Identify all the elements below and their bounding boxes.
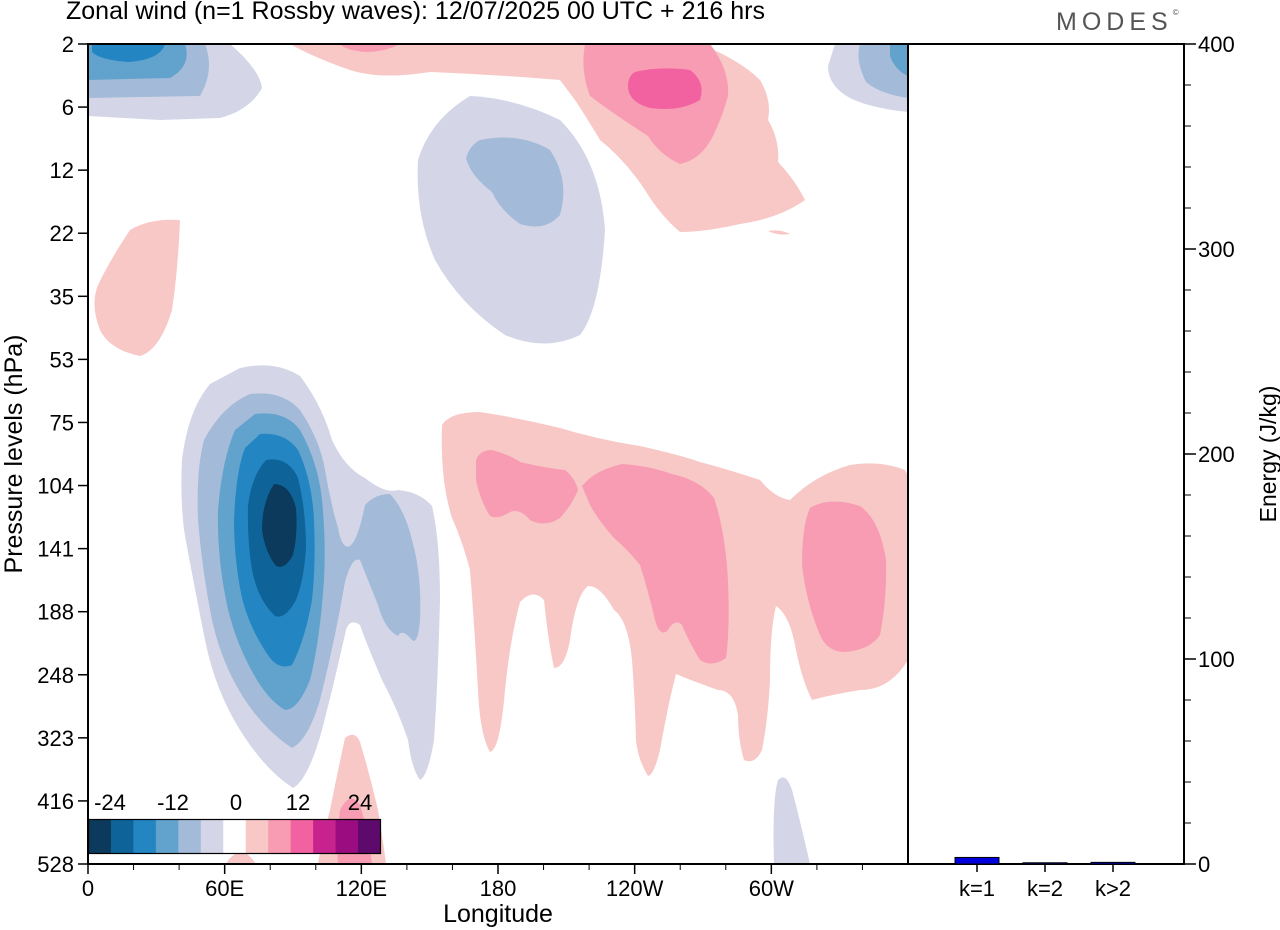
contour-neg-topleft-4 (92, 44, 165, 62)
colorbar-cell (245, 819, 269, 854)
y-tick-label: 104 (37, 474, 74, 499)
contour-neg-bottom (773, 777, 810, 864)
energy-bar (1090, 861, 1136, 865)
contour-pos-top-4 (340, 44, 400, 52)
contour-pos-main-2b (582, 464, 729, 664)
colorbar-cell (88, 819, 112, 854)
colorbar-cell (335, 819, 359, 854)
y-tick-label: 35 (50, 284, 74, 309)
y-tick-label: 12 (50, 158, 74, 183)
x-tick-label: 60E (205, 876, 244, 901)
contour-pos-main-2c (802, 501, 887, 652)
contour-pos-top-small (768, 230, 790, 235)
x-tick-label: 0 (82, 876, 94, 901)
contour-pos-top-3 (628, 68, 702, 109)
colorbar-cell (223, 819, 247, 854)
energy-tick-label: 100 (1198, 647, 1235, 672)
contour-pos-main-2a (476, 450, 578, 524)
colorbar-label: -24 (94, 790, 126, 815)
y-tick-label: 141 (37, 537, 74, 562)
y-tick-label: 188 (37, 600, 74, 625)
x-tick-label: 120W (606, 876, 664, 901)
colorbar-cell (290, 819, 314, 854)
energy-bar (1022, 862, 1068, 865)
colorbar-cell (110, 819, 134, 854)
y-tick-label: 248 (37, 663, 74, 688)
y-tick-label: 323 (37, 726, 74, 751)
energy-tick-label: 200 (1198, 442, 1235, 467)
contour-neg-topright-3 (890, 44, 908, 76)
colorbar-label: 12 (286, 790, 310, 815)
contour-pos-left (94, 219, 180, 356)
energy-tick-label: 300 (1198, 237, 1235, 262)
y-tick-label: 53 (50, 347, 74, 372)
colorbar-cell (200, 819, 224, 854)
contour-neg-main-6 (262, 484, 297, 567)
energy-frame (907, 43, 1185, 865)
colorbar: -24 -12 0 12 24 (87, 790, 382, 855)
contour-neg-upper-mid-1 (417, 96, 605, 344)
brand-mark: © (1172, 8, 1179, 17)
colorbar-cells (88, 819, 381, 854)
energy-bar (954, 856, 1000, 865)
x-tick-label: 180 (480, 876, 517, 901)
colorbar-cell (358, 819, 381, 854)
y-tick-label: 416 (37, 789, 74, 814)
energy-tick-label: 0 (1198, 852, 1210, 877)
x-axis-label: Longitude (443, 900, 553, 928)
colorbar-cell (155, 819, 179, 854)
y-axis-label: Pressure levels (hPa) (0, 335, 28, 574)
colorbar-cell (133, 819, 157, 854)
colorbar-cell (178, 819, 202, 854)
y-tick-label: 2 (62, 32, 74, 57)
contour-field (88, 44, 908, 864)
x-tick-label: 60W (749, 876, 794, 901)
colorbar-label: 0 (230, 790, 242, 815)
colorbar-label: 24 (348, 790, 372, 815)
y-tick-label: 22 (50, 221, 74, 246)
energy-tick-label: 400 (1198, 32, 1235, 57)
y-tick-label: 528 (37, 852, 74, 877)
brand-name: MODES (1056, 8, 1173, 36)
x-tick-label: 120E (336, 876, 387, 901)
chart-title: Zonal wind (n=1 Rossby waves): 12/07/202… (66, 0, 765, 25)
colorbar-cell (313, 819, 336, 854)
energy-category-label: k=1 (959, 876, 995, 901)
energy-axis-label: Energy (J/kg) (1255, 386, 1280, 523)
colorbar-cell (268, 819, 292, 854)
map-axes: 0 60E 120E 180 120W 60W 2 6 12 22 35 53 75 104 141 188 2… (37, 32, 863, 901)
colorbar-label: -12 (157, 790, 189, 815)
brand-logo: MODES© (1056, 8, 1179, 37)
contour-neg-upper-mid-2 (466, 137, 564, 227)
energy-axes: 0 100 200 300 400 (1184, 32, 1235, 877)
energy-bars: k=1 k=2 k>2 (954, 856, 1136, 901)
energy-category-label: k>2 (1095, 876, 1131, 901)
y-tick-label: 6 (62, 95, 74, 120)
energy-category-label: k=2 (1027, 876, 1063, 901)
y-tick-label: 75 (50, 410, 74, 435)
contour-pos-bottom-left (226, 852, 256, 864)
